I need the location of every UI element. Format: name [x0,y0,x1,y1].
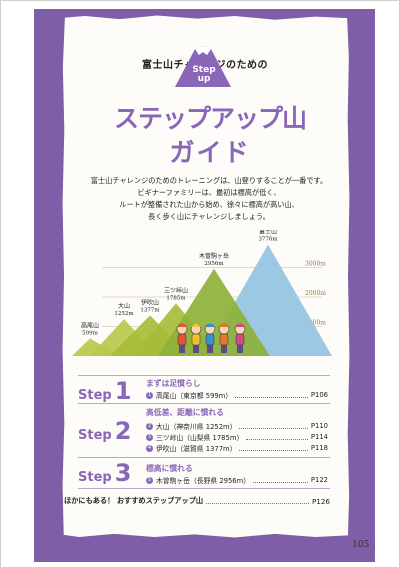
step-up-badge [175,46,231,87]
step-entry[interactable]: 1 高尾山（東京都 599m） P106 [146,390,328,400]
hiker-figure [204,323,216,353]
intro-line: ビギナーファミリーは、最初は標高が低く、 [137,188,281,197]
divider [78,375,330,376]
page-number: 105 [352,540,370,550]
peak-name-label: 木曽駒ヶ岳 [199,252,229,260]
peak-name-label: 高尾山 [81,321,99,329]
step-number: 3 [114,459,132,487]
step-entry[interactable]: 4 伊吹山（滋賀県 1377m） P118 [146,443,328,453]
number-marker: 1 [146,391,153,399]
hiker-figure [234,323,246,353]
extra-recommendations[interactable]: ほかにもある！ おすすめステップアップ山 P126 [64,496,330,506]
peak-elevation-label: 2956m [204,261,224,267]
step-1-heading: まずは足慣らし [146,379,201,388]
step-1-label: Step 1 [78,377,131,405]
step-word: Step [78,388,112,403]
divider [78,403,330,404]
step-2-heading: 高低差、距離に慣れる [146,408,224,417]
page-ref: P126 [311,496,330,506]
badge-text: Step up [184,66,224,84]
page-title-line1: ステップアップ山 [113,104,307,133]
badge-line1: Step [192,65,216,75]
step-word: Step [78,428,112,443]
leader-dots [239,446,308,451]
step-3-heading: 標高に慣れる [146,464,193,473]
leader-dots [246,435,308,440]
peak-elevation-label: 3776m [258,237,278,243]
peak-name-label: 大山 [118,302,130,310]
leader-dots [206,499,309,504]
peak-name-label: 伊吹山 [141,298,159,306]
step-entry[interactable]: 2 大山（神奈川県 1252m） P110 [146,421,328,431]
page-title-line2: ガイド [169,138,251,167]
peak-elevation-label: 1252m [114,311,134,317]
peak-elevation-label: 1377m [140,307,160,313]
leader-dots [253,478,308,483]
step-3-label: Step 3 [78,459,131,487]
reference-label: 3000m [305,261,326,268]
hiker-figure [190,323,202,353]
divider [78,488,330,489]
number-marker: 2 [146,422,153,430]
intro-line: 富士山チャレンジのためのトレーニングは、山登りすることが一番です。 [90,176,328,185]
mountain-name: 高尾山（東京都 599m） [156,392,233,400]
page-ref: P114 [310,433,328,441]
mountain-name: 木曽駒ヶ岳（長野県 2956m） [156,477,251,485]
intro-text: 富士山チャレンジのためのトレーニングは、山登りすることが一番です。 ビギナーファ… [84,175,334,223]
step-entry[interactable]: 5 木曽駒ヶ岳（長野県 2956m） P122 [146,475,328,485]
number-marker: 4 [146,444,153,452]
number-marker: 5 [146,476,153,484]
page-ref: P118 [310,444,328,452]
reference-label: 2000m [305,290,326,297]
step-2-label: Step 2 [78,417,131,445]
divider [78,457,330,458]
page-ref: P122 [310,476,328,484]
peak-elevation-label: 1785m [166,295,186,301]
hiker-figure [176,323,188,353]
page-ref: P110 [310,422,328,430]
leader-dots [239,424,308,429]
step-number: 2 [114,417,132,445]
peak-elevation-label: 599m [82,330,98,336]
peak-name-label: 富士山 [259,230,277,236]
badge-line2: up [197,74,211,84]
number-marker: 3 [146,433,153,441]
mountain-name: 三ツ峠山（山梨県 1785m） [156,434,244,442]
intro-line: 長く歩く山にチャレンジしましょう。 [148,212,270,221]
intro-line: ルートが整備された山から始め、徐々に標高が高い山、 [119,200,299,209]
step-number: 1 [114,377,132,405]
mountain-name: 伊吹山（滋賀県 1377m） [156,445,237,453]
leader-dots [235,393,308,398]
page-ref: P106 [310,391,328,399]
step-entry[interactable]: 3 三ツ峠山（山梨県 1785m） P114 [146,432,328,442]
hiker-figure [218,323,230,353]
peak-name-label: 三ツ峠山 [164,286,188,294]
step-word: Step [78,470,112,485]
extra-label: ほかにもある！ おすすめステップアップ山 [64,496,204,505]
reference-label: 1000m [305,320,326,327]
mountain-name: 大山（神奈川県 1252m） [156,423,237,431]
